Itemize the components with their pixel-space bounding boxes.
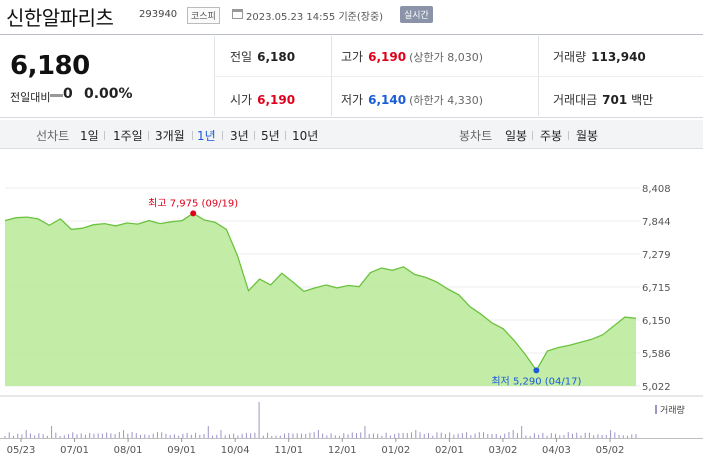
calendar-icon [232,9,243,19]
line-chart-group-label: 선차트 [36,129,70,143]
divider [568,131,569,140]
divider [148,131,149,140]
tab-3-years[interactable]: 3년 [230,129,249,143]
price-chart[interactable]: 8,408 7,844 7,279 6,715 6,150 5,586 5,022 최고 7,… [0,150,703,462]
tab-daily-candle[interactable]: 일봉 [505,129,528,143]
x-tick-label: 04/03 [542,445,571,456]
y-tick-label: 6,150 [642,316,671,327]
x-tick-label: 01/02 [381,445,410,456]
tab-weekly-candle[interactable]: 주봉 [540,129,563,143]
candle-chart-group-label: 봉차트 [459,129,493,143]
tab-monthly-candle[interactable]: 월봉 [576,129,599,143]
x-tick-label: 08/01 [114,445,143,456]
stock-header: 신한알파리츠 293940 코스피 2023.05.23 14:55 기준(장중… [0,0,703,32]
x-tick-label: 12/01 [328,445,357,456]
stat-volume: 거래량 113,940 [553,50,646,64]
divider [192,131,193,140]
divider [254,131,255,140]
stat-prev-close: 전일 6,180 [230,50,296,64]
stat-open: 시가 6,190 [230,93,296,107]
divider [214,76,703,77]
x-tick-label: 07/01 [60,445,89,456]
tab-5-years[interactable]: 5년 [261,129,280,143]
x-tick-label: 03/02 [488,445,517,456]
quote-panel: 6,180 전일대비 0 0.00% 전일 6,180 고가 6,190 (상한가 8… [0,34,703,118]
volume-legend-swatch [655,405,657,414]
x-tick-label: 05/02 [596,445,625,456]
price-area [5,213,636,386]
divider [222,131,223,140]
tab-1-year[interactable]: 1년 [197,129,216,143]
y-tick-label: 7,844 [642,217,671,228]
stock-code: 293940 [139,9,178,20]
high-label: 최고 7,975 (09/19) [148,197,238,209]
divider [104,131,105,140]
tab-10-years[interactable]: 10년 [292,129,319,143]
y-tick-label: 5,022 [642,382,671,393]
tab-1-day[interactable]: 1일 [80,129,99,143]
x-tick-label: 11/01 [274,445,303,456]
x-tick-label: 09/01 [167,445,196,456]
y-tick-label: 5,586 [642,349,671,360]
volume-legend-label: 거래량 [660,404,685,416]
x-tick-label: 05/23 [7,445,36,456]
change-percent: 0.00% [84,86,133,102]
quote-timestamp: 2023.05.23 14:55 기준(장중) [246,12,384,23]
flat-change-icon [50,94,63,97]
current-price: 6,180 [10,51,90,81]
price-line [4,212,637,372]
low-marker [533,367,540,374]
y-tick-label: 8,408 [642,184,671,195]
stat-trade-value: 거래대금 701 백만 [553,93,654,107]
tab-3-months[interactable]: 3개월 [155,129,185,143]
x-tick-label: 10/04 [221,445,250,456]
stock-name: 신한알파리츠 [6,6,114,30]
divider [532,131,533,140]
change-value: 0 [63,86,73,102]
realtime-badge[interactable]: 실시간 [400,6,433,23]
stat-high: 고가 6,190 (상한가 8,030) [341,50,483,64]
x-tick-label: 02/01 [435,445,464,456]
y-tick-label: 7,279 [642,250,671,261]
chart-period-tabs: 선차트 1일 1주일 3개월 1년 3년 5년 10년 봉차트 일봉 주봉 월봉 [0,120,703,149]
y-tick-label: 6,715 [642,283,671,294]
market-badge: 코스피 [187,7,220,24]
change-label: 전일대비 [10,91,51,104]
low-label: 최저 5,290 (04/17) [491,375,581,387]
stat-low: 저가 6,140 (하한가 4,330) [341,93,483,107]
tab-1-week[interactable]: 1주일 [113,129,143,143]
divider [285,131,286,140]
high-marker [190,210,197,217]
